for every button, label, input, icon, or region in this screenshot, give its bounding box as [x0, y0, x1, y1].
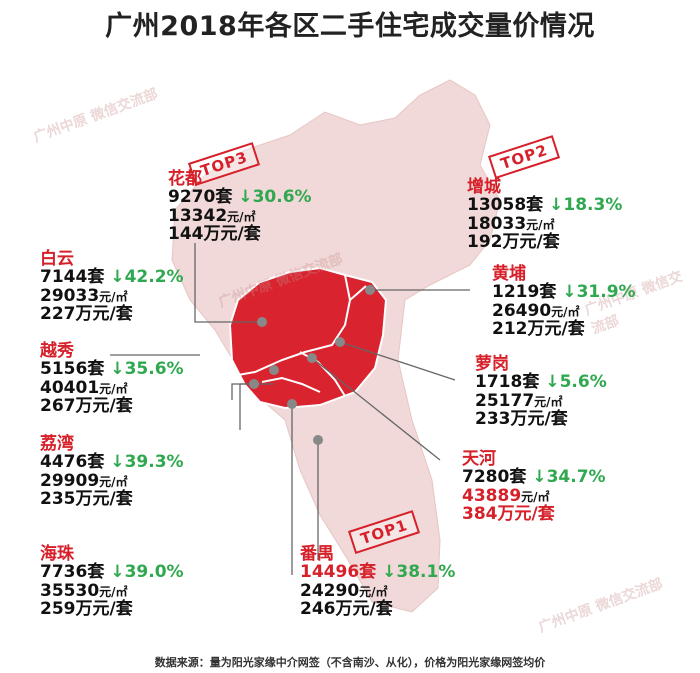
price-value: 35530 [40, 580, 100, 601]
price-value: 13342 [168, 205, 228, 226]
district-zengcheng: 增城 13058套 ↓18.3% 18033元/㎡ 192万元/套 [467, 177, 623, 253]
change-value: ↓30.6% [238, 187, 312, 208]
page-title: 广州2018年各区二手住宅成交量价情况 [105, 11, 595, 42]
district-name: 增城 [467, 177, 501, 197]
district-luogang: 萝岗 1718套 ↓5.6% 25177元/㎡ 233万元/套 [475, 354, 607, 430]
total-value: 259 [40, 599, 76, 620]
change-value: ↓39.0% [110, 562, 184, 583]
change-value: ↓42.2% [110, 267, 184, 288]
district-name: 荔湾 [40, 434, 74, 454]
price-value: 29033 [40, 285, 100, 306]
change-value: ↓31.9% [562, 282, 636, 303]
change-value: ↓39.3% [110, 452, 184, 473]
deals-value: 1718 [475, 372, 523, 393]
price-value: 24290 [300, 580, 360, 601]
district-name: 白云 [40, 249, 74, 269]
deals-value: 13058 [467, 195, 527, 216]
district-haizhu: 海珠 7736套 ↓39.0% 35530元/㎡ 259万元/套 [40, 544, 184, 620]
district-name: 海珠 [40, 544, 74, 564]
total-value: 233 [475, 409, 511, 430]
district-huangpu: 黄埔 1219套 ↓31.9% 26490元/㎡ 212万元/套 [492, 264, 636, 340]
district-name: 天河 [462, 449, 496, 469]
deals-value: 7280 [462, 467, 510, 488]
deals-value: 9270 [168, 187, 216, 208]
district-liwan: 荔湾 4476套 ↓39.3% 29909元/㎡ 235万元/套 [40, 434, 184, 510]
price-value: 25177 [475, 390, 535, 411]
total-value: 384 [462, 504, 498, 525]
price-value: 26490 [492, 300, 552, 321]
total-value: 246 [300, 599, 336, 620]
leader-luogang [339, 341, 456, 381]
change-value: ↓38.1% [382, 562, 456, 583]
change-value: ↓34.7% [532, 467, 606, 488]
deals-value: 5156 [40, 359, 88, 380]
deals-value: 4476 [40, 452, 88, 473]
deals-value: 1219 [492, 282, 540, 303]
change-value: ↓18.3% [549, 195, 623, 216]
district-name: 越秀 [40, 341, 74, 361]
core-districts [228, 266, 388, 410]
district-huadu: 花都 9270套 ↓30.6% 13342元/㎡ 144万元/套 [168, 169, 312, 245]
price-value: 29909 [40, 470, 100, 491]
total-value: 267 [40, 396, 76, 417]
total-value: 212 [492, 319, 528, 340]
district-name: 黄埔 [492, 264, 526, 284]
data-source-footnote: 数据来源：量为阳光家缘中介网签（不含南沙、从化），价格为阳光家缘网签均价 [154, 656, 546, 669]
district-name: 萝岗 [475, 354, 509, 374]
district-name: 番禺 [300, 544, 334, 564]
deals-value: 7144 [40, 267, 88, 288]
deals-value: 14496 [300, 562, 360, 583]
leader-huadu [194, 243, 262, 323]
deals-value: 7736 [40, 562, 88, 583]
total-value: 227 [40, 304, 76, 325]
total-value: 144 [168, 224, 204, 245]
district-panyu: 番禺 14496套 ↓38.1% 24290元/㎡ 246万元/套 [300, 544, 456, 620]
price-value: 18033 [467, 213, 527, 234]
leader-liwan [239, 383, 274, 430]
change-value: ↓5.6% [545, 372, 607, 393]
district-name: 花都 [168, 169, 202, 189]
total-value: 192 [467, 232, 503, 253]
total-value: 235 [40, 489, 76, 510]
price-value: 40401 [40, 377, 100, 398]
leader-tianhe [311, 357, 441, 461]
district-baiyun: 白云 7144套 ↓42.2% 29033元/㎡ 227万元/套 [40, 249, 184, 325]
district-yuexiu: 越秀 5156套 ↓35.6% 40401元/㎡ 267万元/套 [40, 341, 184, 417]
price-value: 43889 [462, 485, 522, 506]
district-tianhe: 天河 7280套 ↓34.7% 43889元/㎡ 384万元/套 [462, 449, 606, 525]
change-value: ↓35.6% [110, 359, 184, 380]
